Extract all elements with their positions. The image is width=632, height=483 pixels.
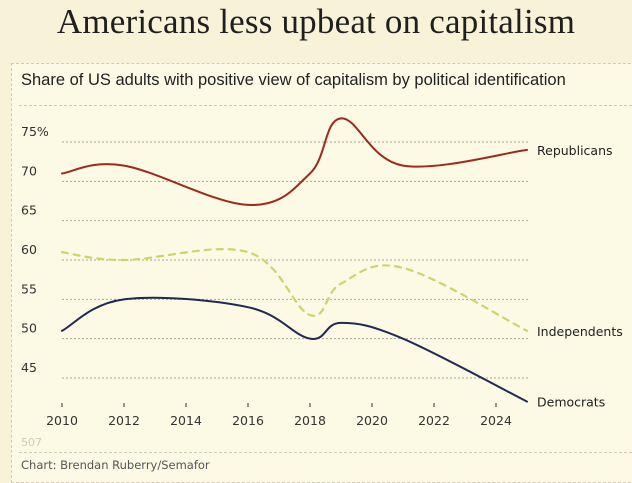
subtitle-divider (19, 105, 632, 106)
x-tick-label: 2022 (418, 413, 450, 428)
y-axis-ticks: 45 50 55 60 65 70 75% (21, 124, 49, 375)
x-tick-label: 2014 (170, 413, 202, 428)
y-tick-label: 50 (21, 321, 37, 336)
series-label-republicans: Republicans (537, 143, 613, 158)
y-tick-label: 70 (21, 163, 37, 178)
y-tick-label: 55 (21, 281, 37, 296)
x-tick-label: 2010 (46, 413, 78, 428)
x-tick-label: 2012 (108, 413, 140, 428)
x-tick-label: 2018 (294, 413, 326, 428)
series-lines (60, 117, 529, 403)
x-axis-ticks: 2010 2012 2014 2016 2018 2020 2022 2024 (46, 403, 512, 428)
series-line-republicans (61, 117, 528, 206)
x-tick-label: 2024 (480, 413, 512, 428)
chart-title: Americans less upbeat on capitalism (56, 2, 576, 41)
x-tick-label: 2020 (356, 413, 388, 428)
y-tick-label: 75% (21, 124, 49, 139)
gridlines (62, 141, 530, 379)
chart-credit: Chart: Brendan Ruberry/Semafor (21, 458, 210, 472)
x-tick-label: 2016 (232, 413, 264, 428)
y-tick-label: 60 (21, 242, 37, 257)
series-line-independents (60, 248, 529, 332)
series-line-democrats (61, 296, 528, 403)
ghost-number: 507 (21, 436, 42, 449)
series-labels: Republicans Independents Democrats (537, 143, 623, 410)
series-label-independents: Independents (537, 324, 623, 339)
footer-divider (19, 452, 632, 453)
series-label-democrats: Democrats (537, 395, 605, 410)
chart-subtitle: Share of US adults with positive view of… (21, 71, 566, 89)
y-tick-label: 45 (21, 360, 37, 375)
y-tick-label: 65 (21, 203, 37, 218)
chart-card (11, 63, 632, 483)
